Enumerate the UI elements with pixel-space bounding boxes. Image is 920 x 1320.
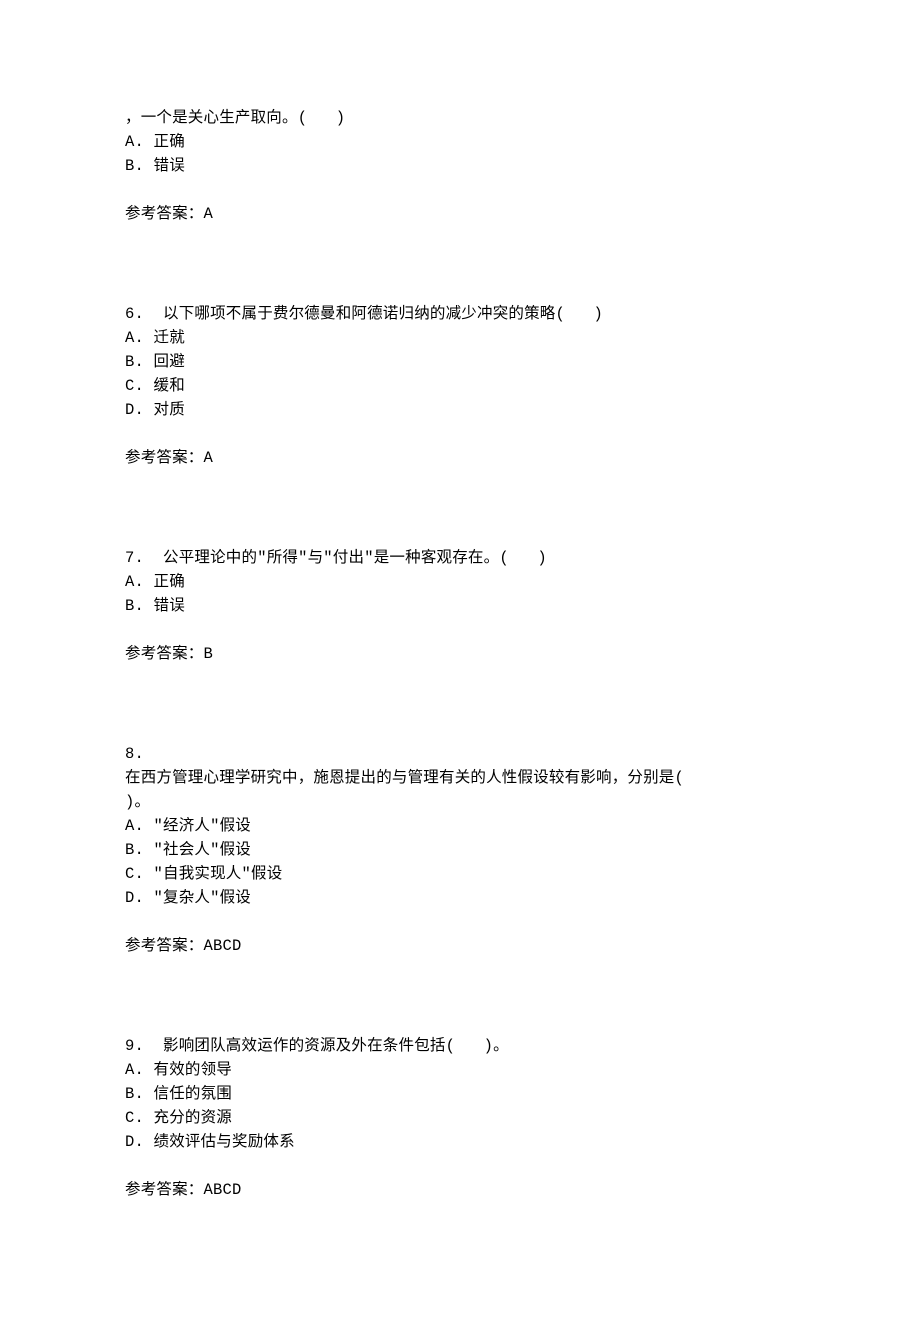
answer-label: 参考答案： xyxy=(125,645,204,663)
question-option: D. 绩效评估与奖励体系 xyxy=(125,1130,795,1154)
question-stem-line: 9. 影响团队高效运作的资源及外在条件包括( )。 xyxy=(125,1034,795,1058)
question-stem-line: )。 xyxy=(125,790,795,814)
question-option: C. "自我实现人"假设 xyxy=(125,862,795,886)
question-option: A. 正确 xyxy=(125,570,795,594)
question-option: B. 错误 xyxy=(125,154,795,178)
question-stem-line: 7. 公平理论中的"所得"与"付出"是一种客观存在。( ) xyxy=(125,546,795,570)
answer-value: B xyxy=(204,645,214,663)
answer-value: ABCD xyxy=(204,937,242,955)
answer-label: 参考答案： xyxy=(125,1181,204,1199)
question-option: A. 迁就 xyxy=(125,326,795,350)
question-block: ，一个是关心生产取向。( )A. 正确B. 错误参考答案：A xyxy=(125,106,795,226)
answer-value: A xyxy=(204,205,214,223)
question-block: 7. 公平理论中的"所得"与"付出"是一种客观存在。( )A. 正确B. 错误参… xyxy=(125,546,795,666)
question-option: A. 正确 xyxy=(125,130,795,154)
question-stem-line: ，一个是关心生产取向。( ) xyxy=(125,106,795,130)
answer-value: ABCD xyxy=(204,1181,242,1199)
question-option: A. 有效的领导 xyxy=(125,1058,795,1082)
question-option: C. 缓和 xyxy=(125,374,795,398)
question-block: 8.在西方管理心理学研究中，施恩提出的与管理有关的人性假设较有影响，分别是( )… xyxy=(125,742,795,958)
answer-label: 参考答案： xyxy=(125,449,204,467)
answer-label: 参考答案： xyxy=(125,205,204,223)
question-option: B. 错误 xyxy=(125,594,795,618)
answer-line: 参考答案：ABCD xyxy=(125,1178,795,1202)
question-option: A. "经济人"假设 xyxy=(125,814,795,838)
question-stem-line: 8. xyxy=(125,742,795,766)
question-block: 9. 影响团队高效运作的资源及外在条件包括( )。A. 有效的领导B. 信任的氛… xyxy=(125,1034,795,1202)
answer-line: 参考答案：B xyxy=(125,642,795,666)
answer-line: 参考答案：A xyxy=(125,202,795,226)
answer-value: A xyxy=(204,449,214,467)
question-option: C. 充分的资源 xyxy=(125,1106,795,1130)
question-option: B. "社会人"假设 xyxy=(125,838,795,862)
document-body: ，一个是关心生产取向。( )A. 正确B. 错误参考答案：A6. 以下哪项不属于… xyxy=(125,106,795,1202)
block-spacer xyxy=(125,264,795,302)
question-option: B. 回避 xyxy=(125,350,795,374)
question-option: D. 对质 xyxy=(125,398,795,422)
block-spacer xyxy=(125,996,795,1034)
question-block: 6. 以下哪项不属于费尔德曼和阿德诺归纳的减少冲突的策略( )A. 迁就B. 回… xyxy=(125,302,795,470)
answer-line: 参考答案：ABCD xyxy=(125,934,795,958)
question-stem-line: 6. 以下哪项不属于费尔德曼和阿德诺归纳的减少冲突的策略( ) xyxy=(125,302,795,326)
answer-label: 参考答案： xyxy=(125,937,204,955)
block-spacer xyxy=(125,704,795,742)
question-option: B. 信任的氛围 xyxy=(125,1082,795,1106)
question-option: D. "复杂人"假设 xyxy=(125,886,795,910)
answer-line: 参考答案：A xyxy=(125,446,795,470)
block-spacer xyxy=(125,508,795,546)
question-stem-line: 在西方管理心理学研究中，施恩提出的与管理有关的人性假设较有影响，分别是( xyxy=(125,766,795,790)
